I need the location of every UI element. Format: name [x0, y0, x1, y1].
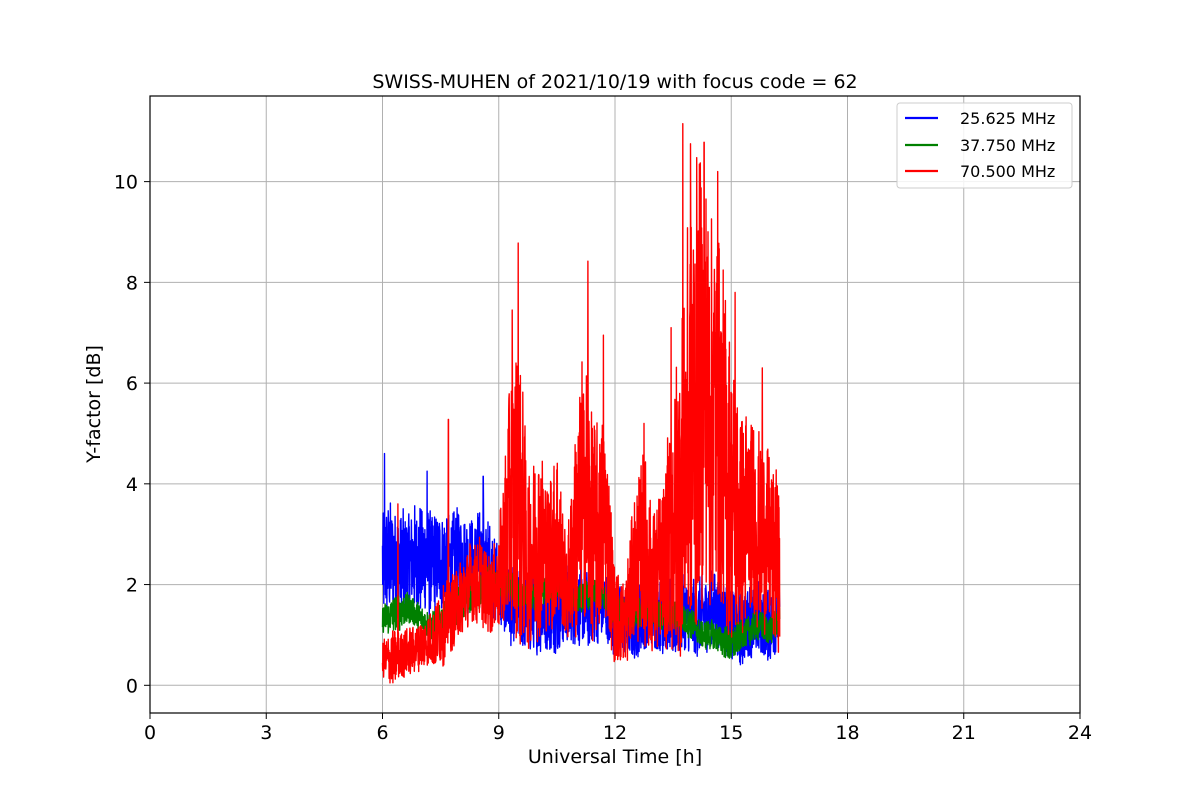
y-tick-label: 10 [114, 172, 138, 194]
legend-label-25-625: 25.625 MHz [960, 109, 1055, 128]
chart-title: SWISS-MUHEN of 2021/10/19 with focus cod… [372, 71, 857, 93]
series-line-70-500 [381, 123, 781, 684]
y-tick-label: 2 [126, 575, 138, 597]
x-axis-label: Universal Time [h] [528, 746, 702, 768]
x-tick-label: 0 [144, 722, 156, 744]
x-tick-label: 6 [376, 722, 388, 744]
y-tick-label: 8 [126, 272, 138, 294]
y-axis: 0 2 4 6 8 10 [114, 172, 150, 697]
x-axis: 0 3 6 9 12 15 18 21 24 [144, 713, 1092, 744]
legend: 25.625 MHz 37.750 MHz 70.500 MHz [896, 102, 1073, 189]
x-tick-label: 18 [835, 722, 859, 744]
x-tick-label: 9 [493, 722, 505, 744]
y-axis-label: Y-factor [dB] [83, 345, 105, 464]
x-tick-label: 24 [1068, 722, 1092, 744]
y-tick-label: 4 [126, 474, 138, 496]
legend-label-37-750: 37.750 MHz [960, 136, 1055, 155]
legend-box [896, 102, 1073, 189]
y-tick-label: 6 [126, 373, 138, 395]
x-tick-label: 12 [603, 722, 627, 744]
series-layer [381, 123, 781, 684]
x-tick-label: 21 [952, 722, 976, 744]
x-tick-label: 15 [719, 722, 743, 744]
legend-label-70-500: 70.500 MHz [960, 162, 1055, 181]
y-tick-label: 0 [126, 675, 138, 697]
x-tick-label: 3 [260, 722, 272, 744]
